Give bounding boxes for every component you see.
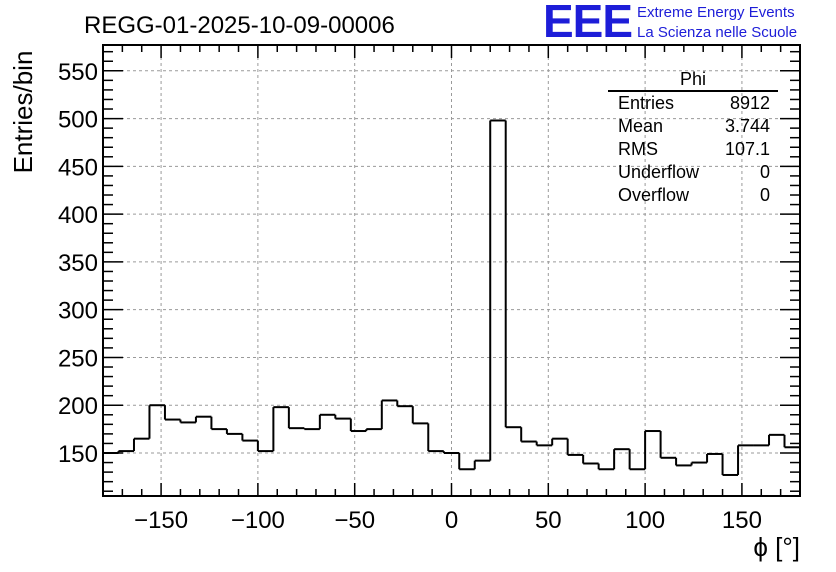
y-tick-label: 300: [58, 298, 98, 325]
stats-key: Entries: [618, 93, 675, 113]
y-tick-label: 250: [58, 345, 98, 372]
histogram-bars: [103, 119, 800, 476]
x-tick-label: 100: [625, 507, 665, 534]
y-tick-label: 400: [58, 202, 98, 229]
y-axis: 150 200 250 300 350 400 450 500 550: [58, 50, 800, 492]
logo-line2: La Scienza nelle Scuole: [637, 24, 798, 41]
stats-value: 3.744: [724, 116, 770, 136]
x-axis-label: ϕ [°]: [753, 532, 800, 562]
y-tick-label: 450: [58, 154, 98, 181]
stats-value: 107.1: [724, 139, 770, 159]
logo-mark: EEE: [543, 0, 633, 47]
y-tick-label: 500: [58, 107, 98, 134]
y-tick-label: 200: [58, 393, 98, 420]
stats-row-entries: Entries 8912: [608, 92, 778, 115]
y-tick-label: 550: [58, 59, 98, 86]
stats-key: Mean: [618, 116, 664, 136]
stats-value: 0: [759, 162, 770, 182]
stats-row-mean: Mean 3.744: [608, 115, 778, 138]
y-axis-label: Entries/bin: [8, 51, 38, 174]
x-tick-label: 150: [722, 507, 762, 534]
stats-value: 0: [759, 185, 770, 205]
stats-title: Phi: [608, 68, 778, 92]
stats-row-rms: RMS 107.1: [608, 138, 778, 161]
x-tick-label: −150: [134, 507, 188, 534]
x-tick-label: −50: [334, 507, 375, 534]
y-tick-label: 350: [58, 250, 98, 277]
stats-row-overflow: Overflow 0: [608, 184, 778, 207]
stats-row-underflow: Underflow 0: [608, 161, 778, 184]
stats-key: Overflow: [618, 185, 690, 205]
eee-logo: EEE Extreme Energy Events La Scienza nel…: [543, 0, 833, 47]
grid-lines: [103, 45, 800, 496]
stats-key: RMS: [618, 139, 658, 159]
x-tick-label: −100: [231, 507, 285, 534]
chart-title: REGG-01-2025-10-09-00006: [84, 12, 395, 39]
x-tick-label: 50: [535, 507, 562, 534]
stats-box: Phi Entries 8912 Mean 3.744 RMS 107.1 Un…: [608, 68, 778, 207]
y-tick-label: 150: [58, 441, 98, 468]
stats-value: 8912: [729, 93, 770, 113]
stats-key: Underflow: [618, 162, 700, 182]
x-tick-label: 0: [445, 507, 458, 534]
x-axis: −150 −100 −50 0 50 100 150: [102, 45, 801, 534]
logo-line1: Extreme Energy Events: [637, 4, 795, 21]
